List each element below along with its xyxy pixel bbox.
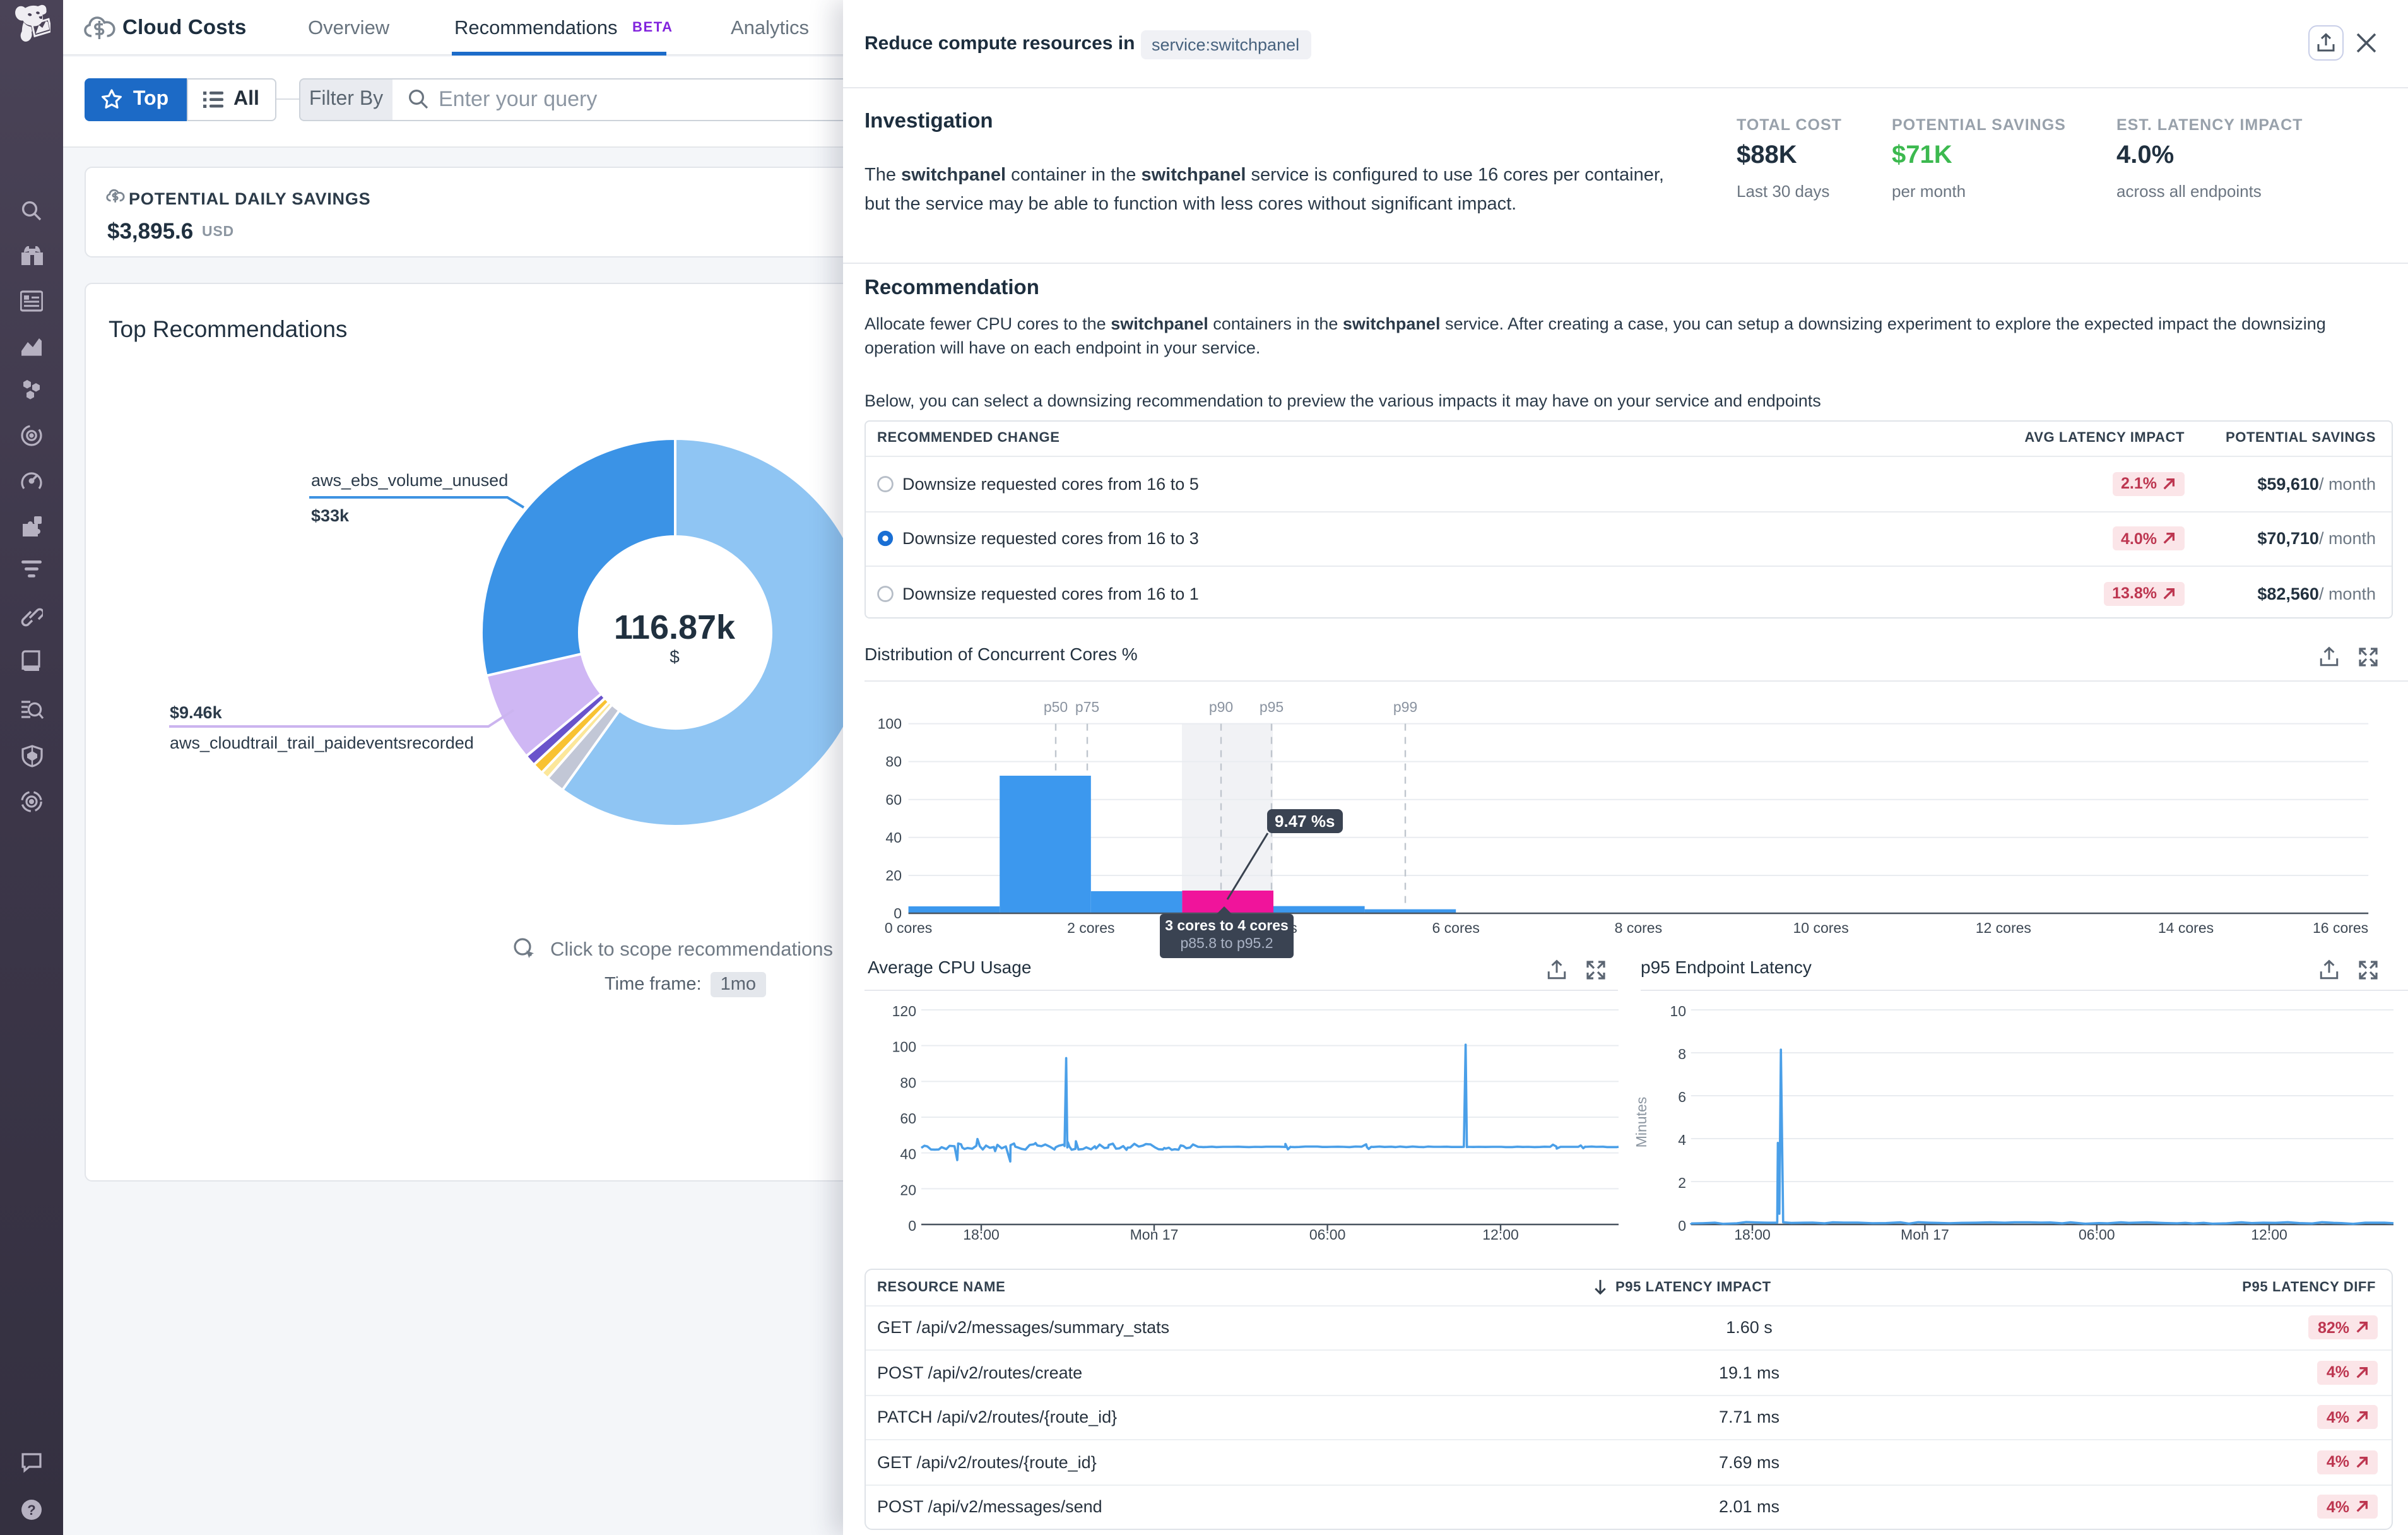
svg-text:20: 20 [899, 1182, 916, 1198]
svg-text:0: 0 [1677, 1218, 1685, 1234]
svg-text:40: 40 [885, 829, 901, 845]
svg-text:8 cores: 8 cores [1614, 919, 1661, 935]
svg-text:80: 80 [899, 1074, 916, 1091]
svg-text:Mon 17: Mon 17 [1130, 1226, 1178, 1243]
svg-text:4: 4 [1677, 1132, 1685, 1148]
svg-text:60: 60 [885, 791, 901, 807]
svg-text:Minutes: Minutes [1632, 1097, 1649, 1148]
svg-text:0: 0 [907, 1218, 916, 1234]
svg-text:p99: p99 [1393, 698, 1417, 714]
svg-text:p90: p90 [1208, 698, 1232, 714]
svg-text:p95: p95 [1259, 698, 1283, 714]
svg-text:06:00: 06:00 [1309, 1226, 1345, 1243]
svg-text:10 cores: 10 cores [1792, 919, 1848, 935]
svg-text:p75: p75 [1075, 698, 1099, 714]
svg-text:12:00: 12:00 [1482, 1226, 1518, 1243]
svg-text:0 cores: 0 cores [884, 919, 931, 935]
svg-text:6: 6 [1677, 1089, 1685, 1105]
svg-text:8: 8 [1677, 1046, 1685, 1062]
svg-text:06:00: 06:00 [2078, 1226, 2115, 1243]
svg-text:40: 40 [899, 1146, 916, 1163]
svg-text:120: 120 [892, 1003, 916, 1019]
svg-text:20: 20 [885, 867, 901, 883]
svg-text:60: 60 [899, 1110, 916, 1127]
svg-text:80: 80 [885, 753, 901, 769]
svg-text:12 cores: 12 cores [1975, 919, 2031, 935]
svg-text:12:00: 12:00 [2250, 1226, 2287, 1243]
svg-text:6 cores: 6 cores [1431, 919, 1478, 935]
svg-text:2 cores: 2 cores [1066, 919, 1114, 935]
svg-text:16 cores: 16 cores [2312, 919, 2368, 935]
svg-text:14 cores: 14 cores [2157, 919, 2213, 935]
svg-text:?: ? [27, 1502, 35, 1517]
svg-text:p50: p50 [1043, 698, 1067, 714]
svg-text:100: 100 [892, 1039, 916, 1055]
svg-text:18:00: 18:00 [962, 1226, 999, 1243]
svg-text:0: 0 [893, 904, 901, 921]
svg-text:10: 10 [1669, 1003, 1685, 1019]
svg-text:2: 2 [1677, 1175, 1685, 1191]
svg-text:18:00: 18:00 [1733, 1226, 1770, 1243]
svg-text:Mon 17: Mon 17 [1900, 1226, 1949, 1243]
svg-text:100: 100 [877, 715, 901, 732]
